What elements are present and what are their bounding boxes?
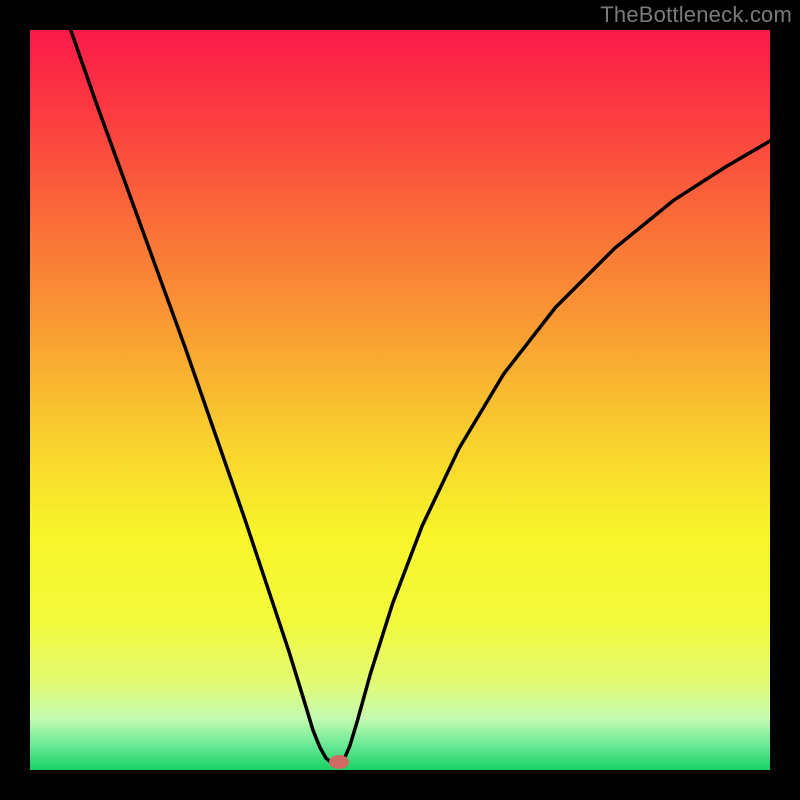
curve-left-branch	[71, 30, 340, 763]
curve-right-branch	[339, 141, 770, 763]
bottleneck-curve	[30, 30, 770, 770]
minimum-marker	[329, 755, 349, 769]
plot-area	[30, 30, 770, 770]
watermark-text: TheBottleneck.com	[600, 2, 792, 28]
chart-frame: TheBottleneck.com	[0, 0, 800, 800]
